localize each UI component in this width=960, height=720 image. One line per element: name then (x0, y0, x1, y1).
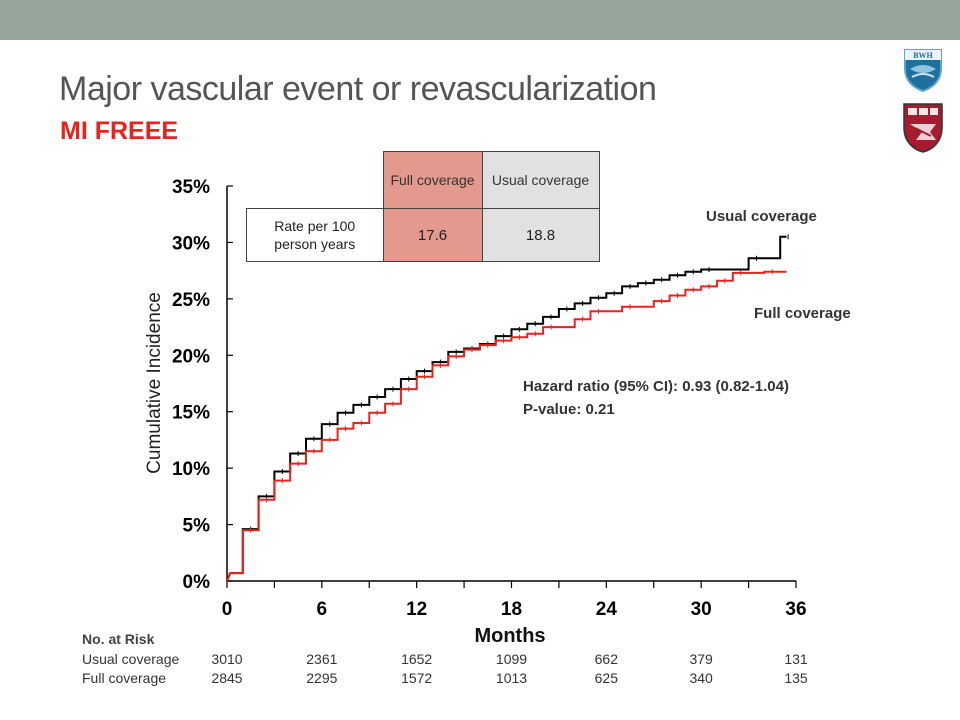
risk-value: 1572 (401, 670, 433, 686)
rate-table-header-usual: Usual coverage (481, 151, 600, 209)
x-tick-label: 6 (317, 599, 328, 620)
y-tick-label: 15% (172, 403, 210, 424)
risk-value: 662 (594, 651, 619, 667)
risk-value: 379 (689, 651, 713, 667)
y-tick-label: 5% (183, 516, 211, 537)
x-tick-label: 18 (501, 599, 522, 620)
rate-value-usual: 18.8 (481, 208, 600, 262)
y-tick-label: 0% (183, 572, 211, 593)
chart-series (226, 234, 789, 582)
risk-value: 2361 (306, 651, 338, 667)
rate-table-row-label: Rate per 100 person years (246, 208, 384, 262)
risk-value: 1013 (495, 670, 528, 686)
x-tick-label: 24 (596, 599, 618, 620)
risk-row-label-usual: Usual coverage (82, 651, 180, 667)
y-tick-label: 10% (172, 459, 210, 480)
risk-value: 2845 (211, 670, 243, 686)
risk-value: 340 (689, 670, 713, 686)
y-tick-label: 25% (172, 290, 210, 311)
full-coverage-line (226, 270, 787, 582)
rate-table-header-full: Full coverage (382, 151, 483, 209)
risk-value: 625 (594, 670, 619, 686)
rate-table: Full coverage Usual coverage Rate per 10… (246, 151, 600, 262)
x-tick-label: 0 (222, 599, 233, 620)
full-coverage-label: Full coverage (754, 305, 851, 322)
slide-subtitle: MI FREEE (60, 117, 179, 145)
y-tick-label: 30% (172, 233, 210, 254)
rate-table-corner (247, 152, 384, 209)
usual-coverage-label: Usual coverage (706, 208, 817, 225)
risk-value: 1099 (495, 651, 528, 667)
risk-table-heading: No. at Risk (82, 631, 155, 647)
hms-shield-logo (903, 103, 943, 153)
top-accent-bar (0, 0, 960, 40)
p-value-annotation: P-value: 0.21 (523, 401, 615, 418)
chart-tick-labels: 0% 5% 10% 15% 20% 25% 30% 35% 0 6 12 18 24 30 36 (172, 177, 807, 620)
slide-title: Major vascular event or revascularizatio… (59, 70, 657, 108)
x-tick-label: 36 (785, 599, 806, 620)
y-tick-label: 20% (172, 346, 210, 367)
risk-value: 1652 (401, 651, 433, 667)
y-tick-label: 35% (172, 177, 210, 198)
x-tick-label: 12 (406, 599, 427, 620)
x-axis-label: Months (474, 625, 545, 647)
bwh-logo: BWH (904, 49, 942, 93)
svg-text:BWH: BWH (913, 51, 933, 60)
usual-coverage-line (226, 235, 787, 582)
x-tick-label: 30 (691, 599, 712, 620)
risk-value: 131 (784, 651, 808, 667)
y-axis-label: Cumulative Incidence (144, 292, 165, 474)
hazard-ratio-annotation: Hazard ratio (95% CI): 0.93 (0.82-1.04) (523, 378, 789, 395)
rate-value-full: 17.6 (382, 208, 483, 262)
risk-row-label-full: Full coverage (82, 670, 167, 686)
risk-value: 2295 (306, 670, 338, 686)
risk-value: 135 (784, 670, 808, 686)
risk-value: 3010 (211, 651, 243, 667)
